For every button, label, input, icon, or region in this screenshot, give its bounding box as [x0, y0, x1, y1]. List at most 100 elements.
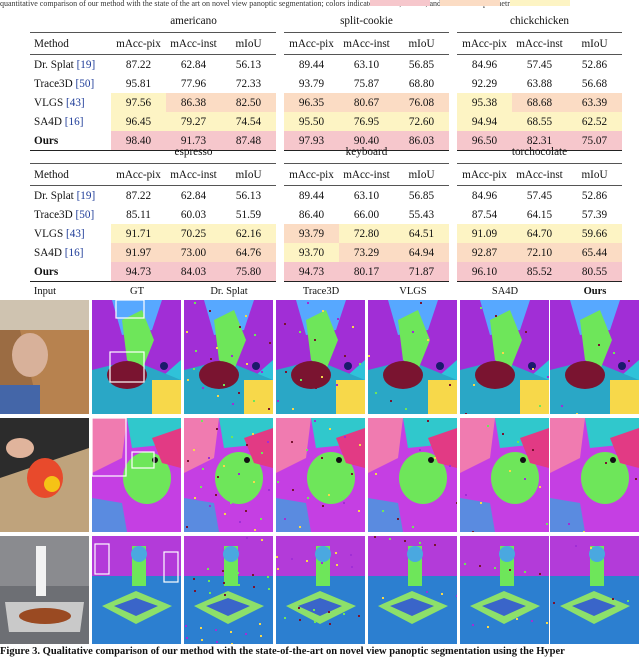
table-cell: 75.87 — [353, 77, 380, 90]
table-cell: 51.59 — [235, 208, 262, 221]
table-cell: 64.76 — [221, 243, 280, 262]
column-header-vlgs: VLGS — [399, 286, 427, 297]
figure-image-trace3d-row-3 — [276, 536, 365, 644]
table-cell: 62.16 — [221, 224, 280, 243]
figure-caption: Figure 3. Qualitative comparison of our … — [0, 646, 565, 657]
citation-link[interactable]: [16] — [64, 246, 84, 259]
method-name: Ours — [30, 131, 111, 151]
metric-header: mAcc-inst — [512, 163, 567, 186]
table-cell: 85.52 — [512, 262, 567, 282]
method-name: Dr. Splat [19] — [34, 58, 96, 71]
table-cell: 92.87 — [449, 243, 512, 262]
scene-header: keyboard — [276, 141, 453, 164]
table-cell: 66.00 — [353, 208, 380, 221]
metric-header: mAcc-pix — [276, 163, 339, 186]
metric-header: mIoU — [221, 32, 280, 55]
citation-link[interactable]: [43] — [66, 227, 85, 240]
table-cell: 62.52 — [567, 112, 622, 131]
figure-image-vlgs-row-1 — [368, 300, 457, 414]
table-cell: 72.80 — [339, 224, 394, 243]
citation-link[interactable]: [19] — [76, 189, 96, 202]
method-name: Dr. Splat [19] — [34, 189, 96, 202]
metric-header: mAcc-pix — [449, 163, 512, 186]
table-cell: 63.88 — [526, 77, 553, 90]
orange-legend-swatch — [440, 0, 500, 6]
figure-image-ours-row-2 — [550, 418, 639, 532]
table-cell: 84.03 — [166, 262, 221, 282]
figure-image-ours-row-3 — [550, 536, 639, 644]
table-cell: 95.81 — [125, 77, 152, 90]
table-row: Dr. Splat [19] 87.22 62.84 56.13 89.44 63.10 5… — [30, 54, 622, 74]
table-cell: 87.22 — [125, 58, 152, 71]
metric-header: mAcc-pix — [449, 32, 512, 55]
table-cell: 94.73 — [111, 262, 166, 282]
table-cell: 76.08 — [394, 93, 453, 112]
metric-header: mIoU — [567, 32, 622, 55]
table-cell: 87.22 — [125, 189, 152, 202]
table-cell: 86.40 — [276, 205, 339, 224]
figure-image-input-row-2 — [0, 418, 89, 532]
metric-header: mAcc-inst — [339, 32, 394, 55]
table-cell: 89.44 — [276, 54, 339, 74]
table-cell: 74.54 — [221, 112, 280, 131]
table-cell: 94.94 — [449, 112, 512, 131]
table-cell: 56.85 — [408, 189, 435, 202]
figure-image-ours-row-1 — [550, 300, 639, 414]
table-cell: 65.44 — [567, 243, 622, 262]
column-header-ours: Ours — [583, 286, 607, 297]
metric-header: mAcc-pix — [111, 163, 166, 186]
table-cell: 72.10 — [512, 243, 567, 262]
table-cell: 87.54 — [449, 205, 512, 224]
table-cell: 91.97 — [111, 243, 166, 262]
table-cell: 64.70 — [512, 224, 567, 243]
table-cell: 59.66 — [567, 224, 622, 243]
table-cell: 71.87 — [394, 262, 453, 282]
citation-link[interactable]: [50] — [75, 208, 95, 221]
citation-link[interactable]: [50] — [75, 77, 95, 90]
figure-image-gt-row-1 — [92, 300, 181, 414]
citation-link[interactable]: [19] — [76, 58, 96, 71]
figure-image-trace3d-row-2 — [276, 418, 365, 532]
metric-header: mAcc-inst — [339, 163, 394, 186]
table-cell: 62.84 — [180, 189, 207, 202]
table-cell: 72.33 — [235, 77, 262, 90]
metric-header: mAcc-inst — [166, 163, 221, 186]
column-header-trace3d: Trace3D — [302, 286, 340, 297]
citation-link[interactable]: [43] — [66, 96, 85, 109]
figure-image-dr-splat-row-1 — [184, 300, 273, 414]
table-cell: 91.09 — [449, 224, 512, 243]
table-cell: 68.80 — [408, 77, 435, 90]
table-cell: 63.10 — [353, 58, 380, 71]
yellow-legend-swatch — [510, 0, 570, 6]
table-cell: 84.96 — [449, 185, 512, 205]
table-cell: 56.13 — [235, 58, 262, 71]
table-row: SA4D [16] 91.97 73.00 64.76 93.70 73.29 64.94 9… — [30, 243, 622, 262]
column-header-gt: GT — [130, 286, 144, 297]
method-name: SA4D [16] — [34, 115, 84, 128]
table-cell: 79.27 — [166, 112, 221, 131]
table-row: Trace3D [50] 85.11 60.03 51.59 86.40 66.00 55.… — [30, 205, 622, 224]
metric-header: mIoU — [567, 163, 622, 186]
table-cell: 85.11 — [126, 208, 151, 221]
table-cell: 56.85 — [408, 58, 435, 71]
metric-header: mAcc-inst — [512, 32, 567, 55]
method-name: Trace3D [50] — [34, 208, 95, 221]
citation-link[interactable]: [16] — [64, 115, 84, 128]
table-cell: 93.79 — [276, 74, 339, 93]
table-cell: 91.71 — [111, 224, 166, 243]
figure-image-sa4d-row-3 — [460, 536, 549, 644]
table-cell: 86.38 — [166, 93, 221, 112]
column-header-sa4d: SA4D — [491, 286, 519, 297]
table-cell: 52.86 — [581, 58, 608, 71]
table-cell: 80.67 — [339, 93, 394, 112]
table-cell: 73.00 — [166, 243, 221, 262]
method-name: VLGS [43] — [34, 227, 85, 240]
table-cell: 64.51 — [394, 224, 453, 243]
table-cell: 96.45 — [111, 112, 166, 131]
table-cell: 70.25 — [166, 224, 221, 243]
figure-image-dr-splat-row-2 — [184, 418, 273, 532]
scene-header: split-cookie — [276, 10, 453, 33]
table-cell: 93.79 — [276, 224, 339, 243]
table-cell: 63.39 — [567, 93, 622, 112]
method-header: Method — [30, 163, 111, 186]
